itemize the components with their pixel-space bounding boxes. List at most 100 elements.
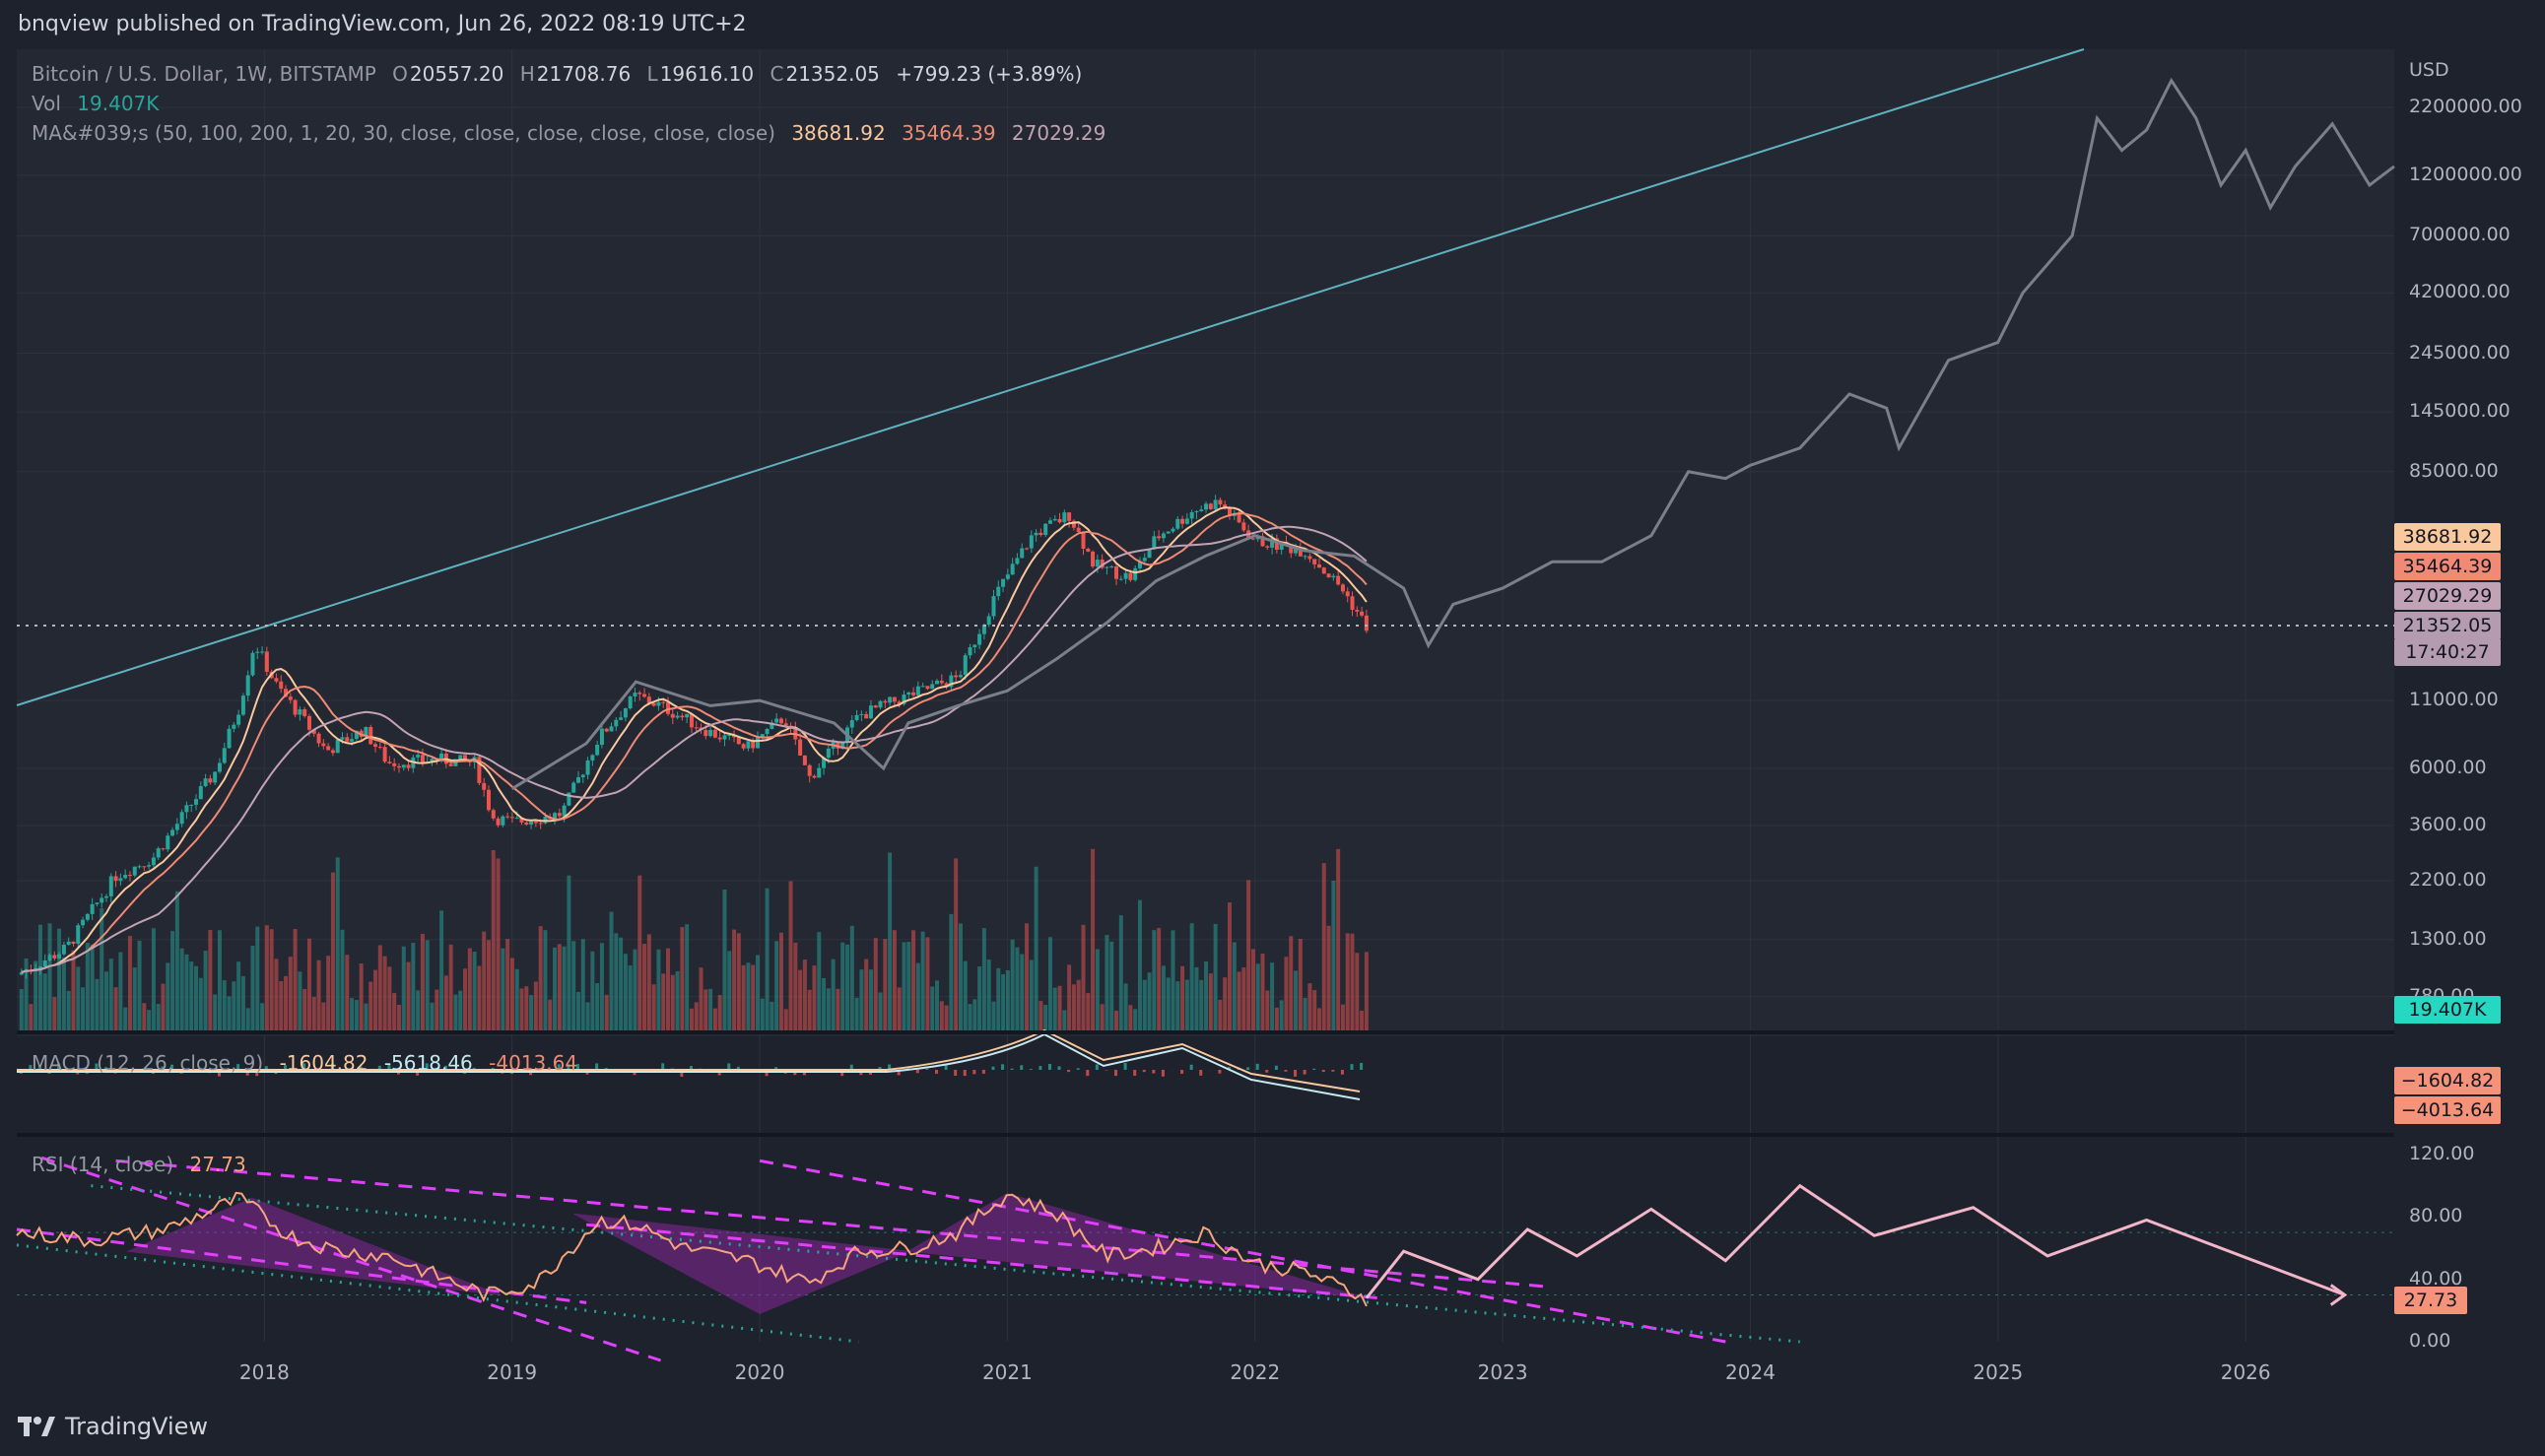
candle bbox=[179, 812, 184, 825]
volume-bar bbox=[453, 994, 458, 1030]
candle bbox=[595, 745, 600, 756]
volume-bar bbox=[354, 1000, 359, 1030]
volume-bar bbox=[1105, 935, 1109, 1030]
candle bbox=[619, 717, 624, 720]
macd-histogram-bar bbox=[1331, 1070, 1335, 1072]
legend-macd: MACD (12, 26, close, 9) -1604.82 -5618.4… bbox=[32, 1051, 587, 1075]
volume-bar bbox=[883, 939, 888, 1030]
macd-histogram-bar bbox=[897, 1070, 901, 1076]
volume-bar bbox=[491, 849, 496, 1030]
candle bbox=[670, 713, 675, 718]
volume-bar bbox=[685, 924, 690, 1030]
macd-histogram-bar bbox=[161, 1066, 165, 1070]
legend-open: 20557.20 bbox=[409, 62, 504, 86]
macd-histogram-bar bbox=[1038, 1066, 1042, 1070]
chart[interactable]: 2018 2019 2020 2021 2022 2023 2024 2025 2026 bbox=[0, 0, 2545, 1399]
volume-bar bbox=[255, 926, 260, 1030]
volume-bar bbox=[770, 1001, 774, 1030]
macd-histogram-bar bbox=[217, 1070, 221, 1077]
volume-bar bbox=[147, 1010, 152, 1030]
volume-bar bbox=[722, 889, 727, 1030]
volume-bar bbox=[311, 996, 316, 1030]
volume-bar bbox=[529, 995, 534, 1030]
y-tick-label: 145000.00 bbox=[2409, 400, 2511, 423]
candle bbox=[430, 759, 435, 762]
rsi-tick-label: 120.00 bbox=[2409, 1143, 2475, 1164]
volume-bar bbox=[316, 960, 321, 1030]
volume-bar bbox=[501, 948, 505, 1030]
volume-bar bbox=[1213, 923, 1218, 1030]
candle bbox=[486, 789, 491, 811]
volume-bars bbox=[19, 848, 1369, 1030]
candle bbox=[382, 747, 387, 762]
candle bbox=[939, 680, 944, 684]
candle bbox=[868, 705, 873, 719]
volume-bar bbox=[330, 872, 335, 1030]
volume-bar bbox=[113, 987, 118, 1030]
volume-bar bbox=[675, 970, 680, 1030]
candle bbox=[1274, 538, 1279, 550]
candle bbox=[250, 652, 255, 676]
candle bbox=[61, 944, 66, 955]
macd-histogram-bar bbox=[1350, 1064, 1354, 1070]
volume-bar bbox=[538, 926, 543, 1030]
candle bbox=[986, 616, 991, 626]
volume-bar bbox=[189, 961, 194, 1030]
tradingview-logo[interactable]: TradingView bbox=[18, 1409, 208, 1444]
rsi-projection-arrow bbox=[2329, 1284, 2348, 1306]
volume-bar bbox=[1086, 992, 1091, 1030]
volume-bar bbox=[293, 928, 298, 1030]
candle bbox=[680, 715, 685, 718]
volume-bar bbox=[1199, 979, 1204, 1030]
candle bbox=[1250, 538, 1255, 540]
rsi-channel-line bbox=[585, 1223, 1379, 1300]
candle bbox=[878, 700, 883, 708]
volume-bar bbox=[174, 891, 179, 1030]
candle bbox=[849, 720, 854, 728]
candle bbox=[646, 696, 651, 703]
macd-histogram-bar bbox=[1067, 1070, 1071, 1073]
macd-histogram-bar bbox=[123, 1067, 127, 1070]
volume-bar bbox=[736, 933, 741, 1030]
macd-histogram-bar bbox=[425, 1063, 429, 1070]
volume-bar bbox=[915, 962, 920, 1030]
candle bbox=[633, 693, 637, 696]
legend-ma-label: MA&#039;s (50, 100, 200, 1, 20, 30, clos… bbox=[32, 121, 775, 145]
candle bbox=[42, 960, 47, 967]
candle bbox=[1128, 572, 1133, 580]
candle bbox=[614, 719, 619, 727]
candle bbox=[897, 701, 902, 704]
candle bbox=[194, 799, 199, 805]
volume-bar bbox=[1246, 880, 1251, 1030]
macd-histogram-bar bbox=[774, 1067, 778, 1070]
candle bbox=[807, 764, 812, 776]
candle bbox=[90, 903, 95, 914]
candle bbox=[892, 696, 897, 702]
candle bbox=[52, 955, 57, 959]
volume-bar bbox=[170, 931, 175, 1030]
candle bbox=[519, 818, 524, 823]
volume-bar bbox=[741, 964, 746, 1030]
macd-histogram-bar bbox=[170, 1064, 174, 1070]
rsi-price-tag: 27.73 bbox=[2394, 1287, 2467, 1314]
macd-histogram-bar bbox=[57, 1063, 61, 1070]
volume-bar bbox=[472, 952, 477, 1030]
volume-bar bbox=[1303, 997, 1307, 1030]
volume-bar bbox=[906, 942, 911, 1030]
main-pane[interactable] bbox=[17, 49, 2394, 1036]
candle bbox=[240, 695, 245, 715]
candle bbox=[883, 700, 888, 703]
candle bbox=[392, 762, 397, 766]
volume-bar bbox=[807, 989, 812, 1030]
candle bbox=[491, 810, 496, 819]
legend-macd2: -5618.46 bbox=[383, 1051, 473, 1075]
macd-histogram-bar bbox=[387, 1064, 391, 1070]
candle bbox=[222, 748, 227, 763]
volume-bar bbox=[1336, 848, 1341, 1030]
trendline[interactable] bbox=[16, 48, 2085, 706]
candle bbox=[1015, 558, 1020, 564]
rsi-channel-line bbox=[16, 1227, 587, 1304]
volume-bar bbox=[1194, 966, 1199, 1030]
candle bbox=[1340, 584, 1345, 592]
candle bbox=[736, 737, 741, 745]
